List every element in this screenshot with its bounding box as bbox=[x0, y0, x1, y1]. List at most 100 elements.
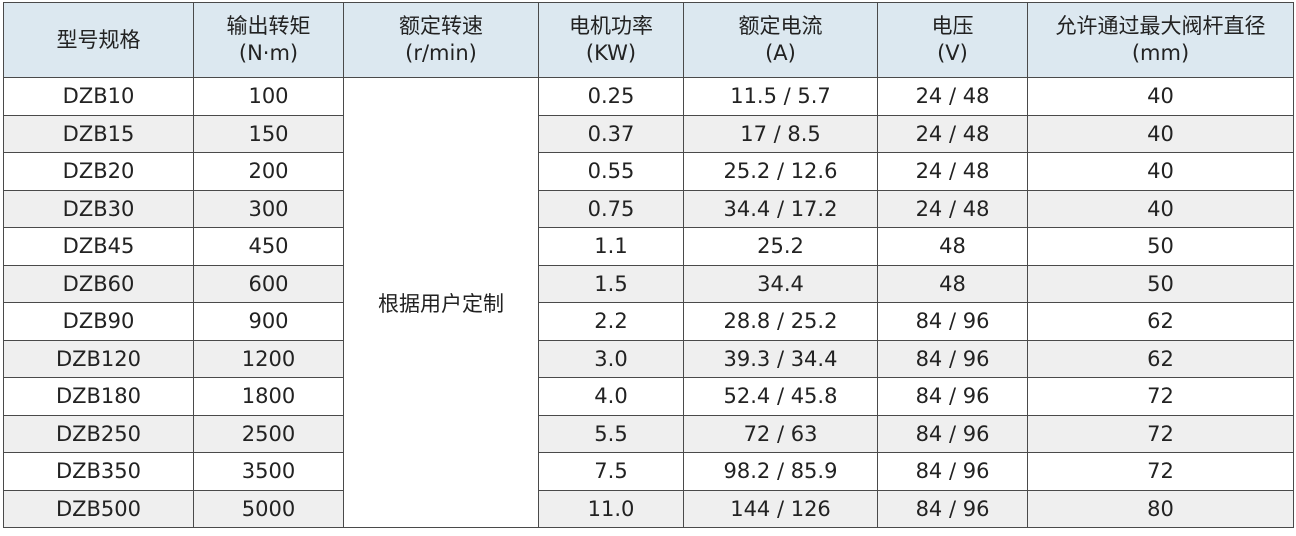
table-cell: 80 bbox=[1027, 489, 1294, 528]
table-cell: 2.2 bbox=[538, 302, 684, 341]
table-cell: 50 bbox=[1027, 227, 1294, 266]
header-line2: (N·m) bbox=[238, 41, 299, 65]
column-header: 型号规格 bbox=[3, 2, 194, 78]
column-header: 额定转速 (r/min) bbox=[343, 2, 539, 78]
header-line2: (V) bbox=[937, 41, 968, 65]
column-header: 允许通过最大阀杆直径 (mm) bbox=[1027, 2, 1294, 78]
header-line2: (r/min) bbox=[405, 41, 477, 65]
table-cell: 84 / 96 bbox=[877, 302, 1028, 341]
table-cell: 0.37 bbox=[538, 114, 684, 153]
table-cell: DZB30 bbox=[3, 189, 194, 228]
header-line1: 允许通过最大阀杆直径 bbox=[1055, 14, 1266, 38]
table-cell: DZB15 bbox=[3, 114, 194, 153]
table-cell: 300 bbox=[193, 189, 344, 228]
header-line1: 额定电流 bbox=[738, 14, 823, 38]
table-cell: 25.2 bbox=[683, 227, 878, 266]
header-line1: 输出转矩 bbox=[226, 14, 311, 38]
table-row: DZB15 150 0.37 17 / 8.5 24 / 48 40 bbox=[3, 114, 1294, 153]
header-line2: (A) bbox=[765, 41, 796, 65]
table-cell: 2500 bbox=[193, 414, 344, 453]
table-cell: 11.0 bbox=[538, 489, 684, 528]
table-cell: DZB500 bbox=[3, 489, 194, 528]
table-cell: 0.55 bbox=[538, 152, 684, 191]
table-cell: 1800 bbox=[193, 377, 344, 416]
table-row: DZB350 3500 7.5 98.2 / 85.9 84 / 96 72 bbox=[3, 452, 1294, 491]
table-cell: 100 bbox=[193, 77, 344, 116]
table-cell: 72 bbox=[1027, 414, 1294, 453]
table-cell: 24 / 48 bbox=[877, 77, 1028, 116]
table-cell: 900 bbox=[193, 302, 344, 341]
table-cell: 34.4 bbox=[683, 264, 878, 303]
table-cell: DZB45 bbox=[3, 227, 194, 266]
rated-speed-cell: 根据用户定制 bbox=[343, 77, 539, 528]
table-row: DZB500 5000 11.0 144 / 126 84 / 96 80 bbox=[3, 489, 1294, 528]
table-cell: 3500 bbox=[193, 452, 344, 491]
table-cell: 1.5 bbox=[538, 264, 684, 303]
table-cell: 1.1 bbox=[538, 227, 684, 266]
header-line2: (KW) bbox=[585, 41, 637, 65]
table-cell: 40 bbox=[1027, 77, 1294, 116]
header-line2: (mm) bbox=[1131, 41, 1190, 65]
table-cell: 17 / 8.5 bbox=[683, 114, 878, 153]
table-cell: DZB10 bbox=[3, 77, 194, 116]
table-row: DZB250 2500 5.5 72 / 63 84 / 96 72 bbox=[3, 414, 1294, 453]
table-cell: 84 / 96 bbox=[877, 452, 1028, 491]
table-cell: 1200 bbox=[193, 339, 344, 378]
column-header: 电机功率 (KW) bbox=[538, 2, 684, 78]
table-cell: 24 / 48 bbox=[877, 189, 1028, 228]
column-header: 电压 (V) bbox=[877, 2, 1028, 78]
table-cell: DZB90 bbox=[3, 302, 194, 341]
table-row: DZB90 900 2.2 28.8 / 25.2 84 / 96 62 bbox=[3, 302, 1294, 341]
table-cell: 72 bbox=[1027, 377, 1294, 416]
table-cell: 5.5 bbox=[538, 414, 684, 453]
table-cell: 84 / 96 bbox=[877, 339, 1028, 378]
table-row: DZB120 1200 3.0 39.3 / 34.4 84 / 96 62 bbox=[3, 339, 1294, 378]
table-cell: 40 bbox=[1027, 114, 1294, 153]
table-cell: 39.3 / 34.4 bbox=[683, 339, 878, 378]
table-cell: DZB350 bbox=[3, 452, 194, 491]
table-cell: 84 / 96 bbox=[877, 377, 1028, 416]
table-cell: 28.8 / 25.2 bbox=[683, 302, 878, 341]
table-cell: DZB120 bbox=[3, 339, 194, 378]
table-cell: 4.0 bbox=[538, 377, 684, 416]
table-cell: 24 / 48 bbox=[877, 152, 1028, 191]
table-cell: 450 bbox=[193, 227, 344, 266]
table-cell: 84 / 96 bbox=[877, 414, 1028, 453]
header-row: 型号规格 输出转矩 (N·m) 额定转速 (r/min) 电机功率 (KW) 额定电流 (A) 电… bbox=[3, 2, 1294, 78]
table-cell: 34.4 / 17.2 bbox=[683, 189, 878, 228]
table-cell: DZB180 bbox=[3, 377, 194, 416]
table-row: DZB30 300 0.75 34.4 / 17.2 24 / 48 40 bbox=[3, 189, 1294, 228]
column-header: 输出转矩 (N·m) bbox=[193, 2, 344, 78]
table-cell: 50 bbox=[1027, 264, 1294, 303]
table-cell: 72 / 63 bbox=[683, 414, 878, 453]
table-cell: 0.75 bbox=[538, 189, 684, 228]
table-cell: 150 bbox=[193, 114, 344, 153]
table-row: DZB180 1800 4.0 52.4 / 45.8 84 / 96 72 bbox=[3, 377, 1294, 416]
table-cell: 144 / 126 bbox=[683, 489, 878, 528]
header-line1: 额定转速 bbox=[399, 14, 483, 38]
table-cell: 3.0 bbox=[538, 339, 684, 378]
table-cell: 7.5 bbox=[538, 452, 684, 491]
table-cell: 11.5 / 5.7 bbox=[683, 77, 878, 116]
table-cell: 62 bbox=[1027, 302, 1294, 341]
table-cell: 62 bbox=[1027, 339, 1294, 378]
column-header: 额定电流 (A) bbox=[683, 2, 878, 78]
table-cell: 40 bbox=[1027, 152, 1294, 191]
table-cell: DZB20 bbox=[3, 152, 194, 191]
table-row: DZB60 600 1.5 34.4 48 50 bbox=[3, 264, 1294, 303]
table-cell: 40 bbox=[1027, 189, 1294, 228]
table-cell: 5000 bbox=[193, 489, 344, 528]
table-cell: 72 bbox=[1027, 452, 1294, 491]
table-cell: 48 bbox=[877, 264, 1028, 303]
table-cell: DZB60 bbox=[3, 264, 194, 303]
table-cell: 25.2 / 12.6 bbox=[683, 152, 878, 191]
table-row: DZB20 200 0.55 25.2 / 12.6 24 / 48 40 bbox=[3, 152, 1294, 191]
header-line1: 电压 bbox=[931, 14, 974, 38]
table-cell: DZB250 bbox=[3, 414, 194, 453]
spec-table: 型号规格 输出转矩 (N·m) 额定转速 (r/min) 电机功率 (KW) 额定电流 (A) 电… bbox=[3, 2, 1294, 528]
table-cell: 52.4 / 45.8 bbox=[683, 377, 878, 416]
table-row: DZB10 100 根据用户定制 0.25 11.5 / 5.7 24 / 48 40 bbox=[3, 77, 1294, 528]
table-cell: 600 bbox=[193, 264, 344, 303]
table-cell: 200 bbox=[193, 152, 344, 191]
header-line1: 电机功率 bbox=[569, 14, 653, 38]
